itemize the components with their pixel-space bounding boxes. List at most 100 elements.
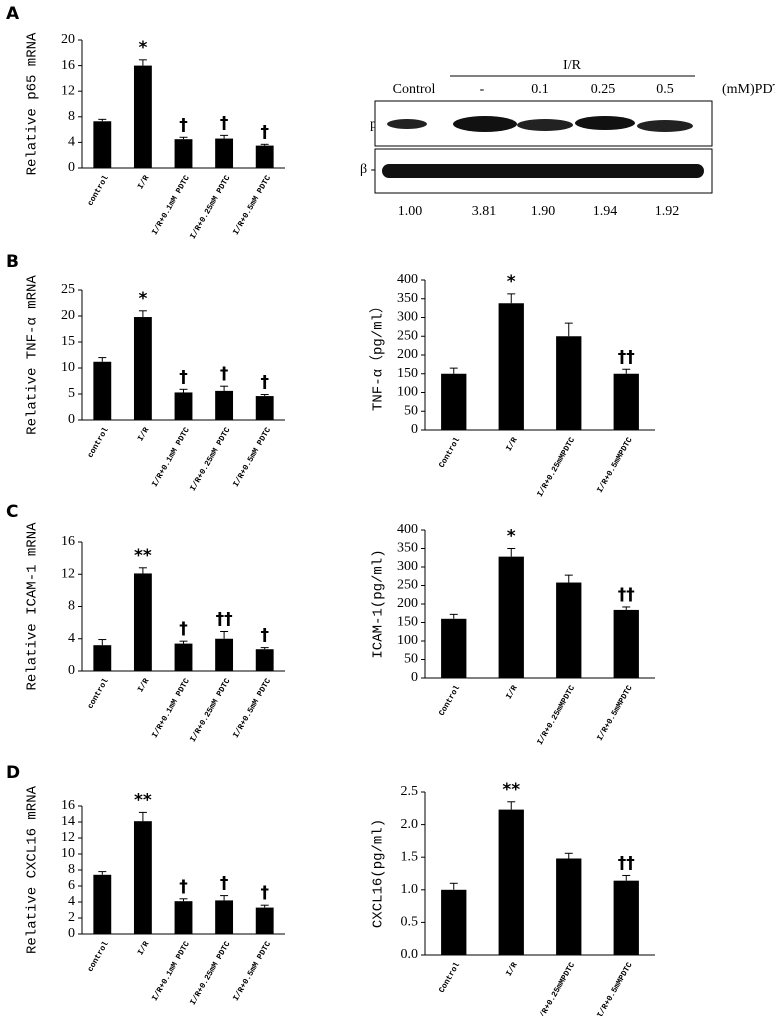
bar — [174, 901, 193, 934]
y-tick-label: 25 — [61, 282, 75, 297]
y-tick-label: 200 — [397, 347, 418, 362]
y-tick-label: 12 — [61, 566, 75, 581]
significance-mark: † — [179, 619, 188, 639]
significance-mark: † — [179, 877, 188, 897]
x-tick-label: I/R+0.1mM PDTC — [151, 677, 192, 740]
bar — [215, 138, 234, 168]
y-tick-label: 8 — [68, 109, 75, 124]
bar — [556, 336, 582, 430]
y-tick-label: 1.0 — [401, 882, 419, 897]
x-tick-label: I/R — [136, 677, 151, 694]
blot-band — [517, 119, 573, 131]
significance-mark: † — [220, 874, 229, 894]
y-tick-label: 10 — [61, 360, 75, 375]
blot-lane: Control — [393, 82, 436, 97]
x-tick-label: I/R+0.25mMPDTC — [536, 684, 577, 747]
blot-lane: 0.1 — [531, 82, 549, 97]
bar — [93, 361, 112, 420]
significance-mark: † — [260, 883, 269, 903]
y-tick-label: 100 — [397, 633, 418, 648]
y-tick-label: 2.5 — [401, 784, 419, 799]
western-blot: I/R Control - 0.1 0.25 0.5 (mM)PDTC p65 … — [360, 58, 775, 219]
y-tick-label: 4 — [68, 631, 75, 646]
y-axis-label: Relative p65 mRNA — [25, 32, 41, 175]
bar — [93, 874, 112, 934]
y-tick-label: 1.5 — [401, 849, 419, 864]
bar — [255, 649, 274, 671]
x-tick-label: I/R — [136, 174, 151, 191]
y-tick-label: 8 — [68, 599, 75, 614]
y-tick-label: 0.0 — [401, 947, 419, 962]
panel-label: B — [6, 252, 19, 272]
x-tick-label: I/R+0.25mM PDTC — [189, 677, 233, 744]
blot-unit: (mM)PDTC — [722, 82, 775, 97]
x-tick-label: I/R+0.1mM PDTC — [151, 940, 192, 1003]
x-tick-label: I/R+0.5mM PDTC — [232, 174, 273, 237]
y-tick-label: 250 — [397, 578, 418, 593]
significance-mark: †† — [618, 853, 635, 873]
x-tick-label: control — [86, 940, 111, 974]
bar — [498, 303, 524, 430]
y-tick-label: 4 — [68, 894, 75, 909]
x-tick-label: Control — [438, 436, 463, 470]
y-tick-label: 400 — [397, 522, 418, 537]
x-tick-label: I/R+0.1mM PDTC — [151, 174, 192, 237]
bar — [441, 889, 467, 955]
bar — [498, 809, 524, 955]
bar — [255, 145, 274, 168]
significance-mark: † — [260, 122, 269, 142]
x-tick-label: I/R — [505, 684, 520, 701]
y-tick-label: 5 — [68, 386, 75, 401]
bar — [133, 65, 152, 168]
significance-mark: † — [179, 115, 188, 135]
y-tick-label: 0 — [68, 926, 75, 941]
chart: 0.0 0.5 1.0 1.5 2.0 2.5 CXCL16(pg/ml) Control **… — [371, 780, 655, 1016]
significance-mark: * — [138, 38, 147, 58]
significance-mark: †† — [216, 609, 233, 629]
significance-mark: †† — [618, 585, 635, 605]
y-tick-label: 300 — [397, 559, 418, 574]
bar — [174, 392, 193, 420]
bar — [613, 609, 639, 678]
bar — [556, 858, 582, 955]
y-tick-label: 400 — [397, 272, 418, 287]
bar — [613, 373, 639, 430]
bar — [215, 900, 234, 934]
y-tick-label: 12 — [61, 83, 75, 98]
bar — [174, 139, 193, 168]
x-tick-label: I/R+0.5mM PDTC — [232, 426, 273, 489]
x-tick-label: I/R — [136, 940, 151, 957]
y-tick-label: 0 — [68, 412, 75, 427]
blot-ratio: 3.81 — [472, 204, 497, 219]
chart: 0 4 8 12 16 Relative ICAM-1 mRNA control ** I/R †… — [25, 522, 285, 744]
x-tick-label: I/R+0.25mM PDTC — [189, 174, 233, 241]
x-tick-label: I/R+0.25mM PDTC — [189, 426, 233, 493]
bar — [255, 907, 274, 934]
chart: 0 50 100 150 200 250 300 350 400 TNF-α（pg/ml） Cont… — [370, 272, 655, 499]
y-tick-label: 200 — [397, 596, 418, 611]
bar — [215, 390, 234, 420]
y-tick-label: 6 — [68, 878, 75, 893]
y-tick-label: 0 — [411, 422, 418, 437]
y-tick-label: 16 — [61, 58, 75, 73]
y-tick-label: 10 — [61, 846, 75, 861]
bar — [498, 556, 524, 678]
blot-ratio: 1.92 — [655, 204, 680, 219]
y-tick-label: 350 — [397, 291, 418, 306]
panel-label: C — [6, 502, 18, 522]
chart: 0 50 100 150 200 250 300 350 400 ICAM-1(pg/ml) Con… — [371, 522, 655, 747]
y-axis-label: CXCL16(pg/ml) — [371, 819, 387, 928]
x-tick-label: I/R — [136, 426, 151, 443]
panel-label: A — [6, 4, 20, 24]
x-tick-label: I/R+0.5mMPDTC — [596, 684, 635, 743]
y-tick-label: 50 — [404, 403, 418, 418]
y-tick-label: 2.0 — [401, 817, 419, 832]
chart: 0 4 8 12 16 20 Relative p65 mRNA control * I/R † I/… — [25, 32, 285, 241]
y-tick-label: 150 — [397, 615, 418, 630]
blot-band — [637, 120, 693, 132]
x-tick-label: I/R+0.5mM PDTC — [232, 940, 273, 1003]
x-tick-label: Control — [438, 961, 463, 995]
y-tick-label: 100 — [397, 385, 418, 400]
